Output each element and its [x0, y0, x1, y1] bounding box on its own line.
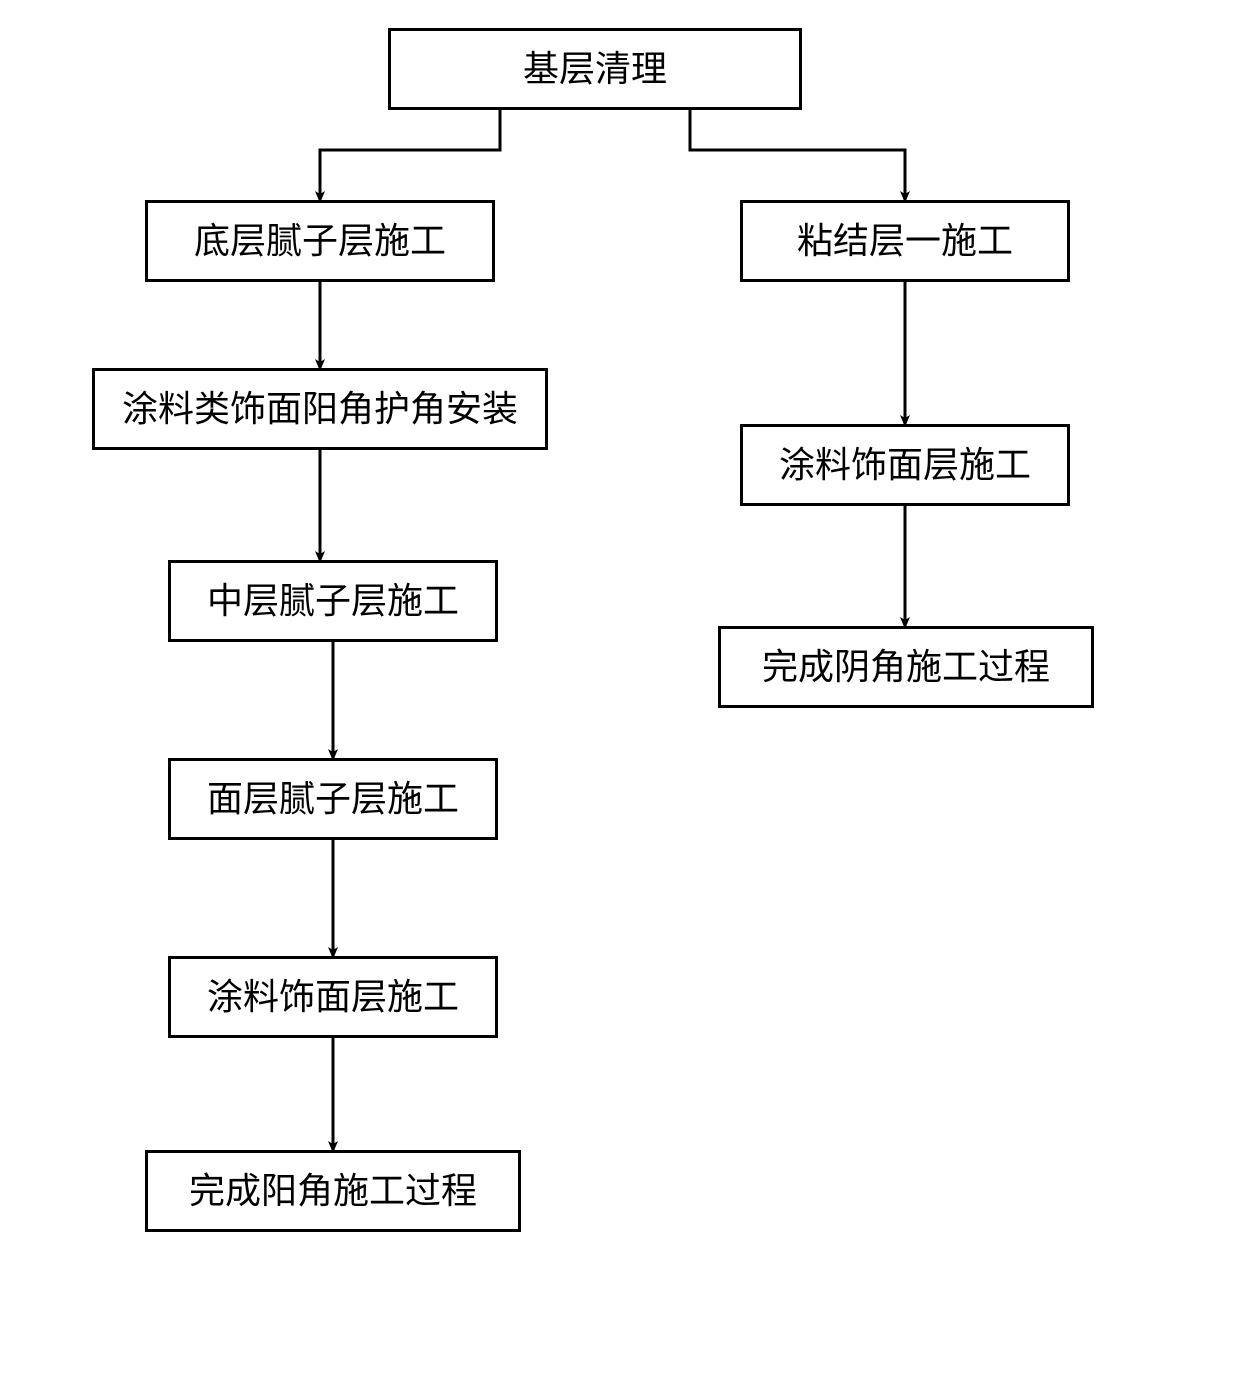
flow-node-l3: 中层腻子层施工 [168, 560, 498, 642]
flow-node-l6: 完成阳角施工过程 [145, 1150, 521, 1232]
flow-node-r1: 粘结层一施工 [740, 200, 1070, 282]
flow-node-r3: 完成阴角施工过程 [718, 626, 1094, 708]
flow-node-l1: 底层腻子层施工 [145, 200, 495, 282]
edge-root-to-r1 [690, 110, 905, 200]
flow-node-l5: 涂料饰面层施工 [168, 956, 498, 1038]
flow-node-root: 基层清理 [388, 28, 802, 110]
edge-root-to-l1 [320, 110, 500, 200]
flow-node-l4: 面层腻子层施工 [168, 758, 498, 840]
flowchart-canvas: 基层清理底层腻子层施工涂料类饰面阳角护角安装中层腻子层施工面层腻子层施工涂料饰面… [0, 0, 1240, 1392]
flow-node-r2: 涂料饰面层施工 [740, 424, 1070, 506]
flow-node-l2: 涂料类饰面阳角护角安装 [92, 368, 548, 450]
